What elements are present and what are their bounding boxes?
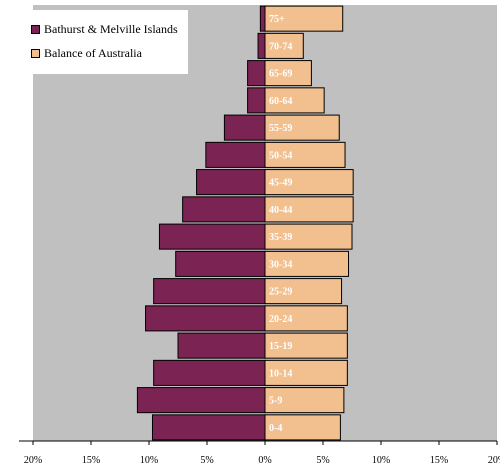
bar-australia-60-64 — [264, 87, 325, 114]
category-label-55-59: 55-59 — [269, 123, 292, 134]
bar-bathurst-60-64 — [247, 87, 266, 114]
category-label-75+: 75+ — [269, 14, 285, 25]
bar-australia-55-59 — [264, 114, 340, 141]
category-label-25-29: 25-29 — [269, 287, 292, 298]
x-tick-label-2: 10% — [140, 455, 158, 466]
bar-bathurst-50-54 — [205, 141, 266, 168]
x-tick-label-6: 10% — [372, 455, 390, 466]
legend: Bathurst & Melville Islands Balance of A… — [22, 10, 188, 74]
bar-bathurst-20-24 — [145, 305, 266, 332]
bar-australia-35-39 — [264, 223, 353, 250]
legend-label-australia: Balance of Australia — [44, 45, 142, 60]
category-label-5-9: 5-9 — [269, 396, 282, 407]
category-label-30-34: 30-34 — [269, 259, 292, 270]
bar-bathurst-70-74 — [257, 32, 266, 59]
bar-bathurst-30-34 — [175, 250, 266, 277]
bar-bathurst-65-69 — [247, 60, 266, 87]
bar-australia-50-54 — [264, 141, 346, 168]
category-label-15-19: 15-19 — [269, 341, 292, 352]
bar-australia-65-69 — [264, 60, 312, 87]
bar-australia-20-24 — [264, 305, 348, 332]
bar-bathurst-15-19 — [177, 332, 266, 359]
legend-label-bathurst: Bathurst & Melville Islands — [44, 21, 178, 36]
bar-australia-10-14 — [264, 359, 348, 386]
bar-bathurst-35-39 — [158, 223, 266, 250]
x-tick-label-7: 15% — [430, 455, 448, 466]
legend-swatch-australia — [31, 48, 40, 58]
bar-bathurst-45-49 — [196, 169, 266, 196]
bar-bathurst-25-29 — [153, 278, 266, 305]
bar-australia-5-9 — [264, 387, 345, 414]
category-label-50-54: 50-54 — [269, 150, 292, 161]
legend-swatch-bathurst — [31, 24, 40, 34]
category-label-20-24: 20-24 — [269, 314, 292, 325]
bar-bathurst-55-59 — [223, 114, 266, 141]
bar-australia-40-44 — [264, 196, 354, 223]
legend-item-bathurst: Bathurst & Melville Islands — [31, 21, 178, 37]
bar-bathurst-5-9 — [136, 387, 266, 414]
bar-australia-70-74 — [264, 32, 304, 59]
legend-item-australia: Balance of Australia — [31, 45, 142, 61]
x-tick-label-1: 15% — [82, 455, 100, 466]
category-label-60-64: 60-64 — [269, 96, 292, 107]
bar-australia-30-34 — [264, 250, 350, 277]
x-tick-label-3: 5% — [200, 455, 213, 466]
bar-australia-15-19 — [264, 332, 348, 359]
category-label-45-49: 45-49 — [269, 178, 292, 189]
bar-australia-45-49 — [264, 169, 354, 196]
bar-bathurst-40-44 — [182, 196, 266, 223]
bar-australia-75+ — [264, 5, 344, 32]
x-tick-label-0: 20% — [24, 455, 42, 466]
category-label-40-44: 40-44 — [269, 205, 292, 216]
category-label-10-14: 10-14 — [269, 368, 292, 379]
category-label-35-39: 35-39 — [269, 232, 292, 243]
category-label-0-4: 0-4 — [269, 423, 282, 434]
bar-australia-25-29 — [264, 278, 343, 305]
x-tick-label-4: 0% — [258, 455, 271, 466]
bar-bathurst-10-14 — [153, 359, 266, 386]
bar-australia-0-4 — [264, 414, 341, 441]
x-tick-label-8: 20% — [488, 455, 500, 466]
category-label-65-69: 65-69 — [269, 69, 292, 80]
bar-bathurst-75+ — [259, 5, 266, 32]
category-label-70-74: 70-74 — [269, 41, 292, 52]
bar-bathurst-0-4 — [151, 414, 266, 441]
x-tick-label-5: 5% — [316, 455, 329, 466]
